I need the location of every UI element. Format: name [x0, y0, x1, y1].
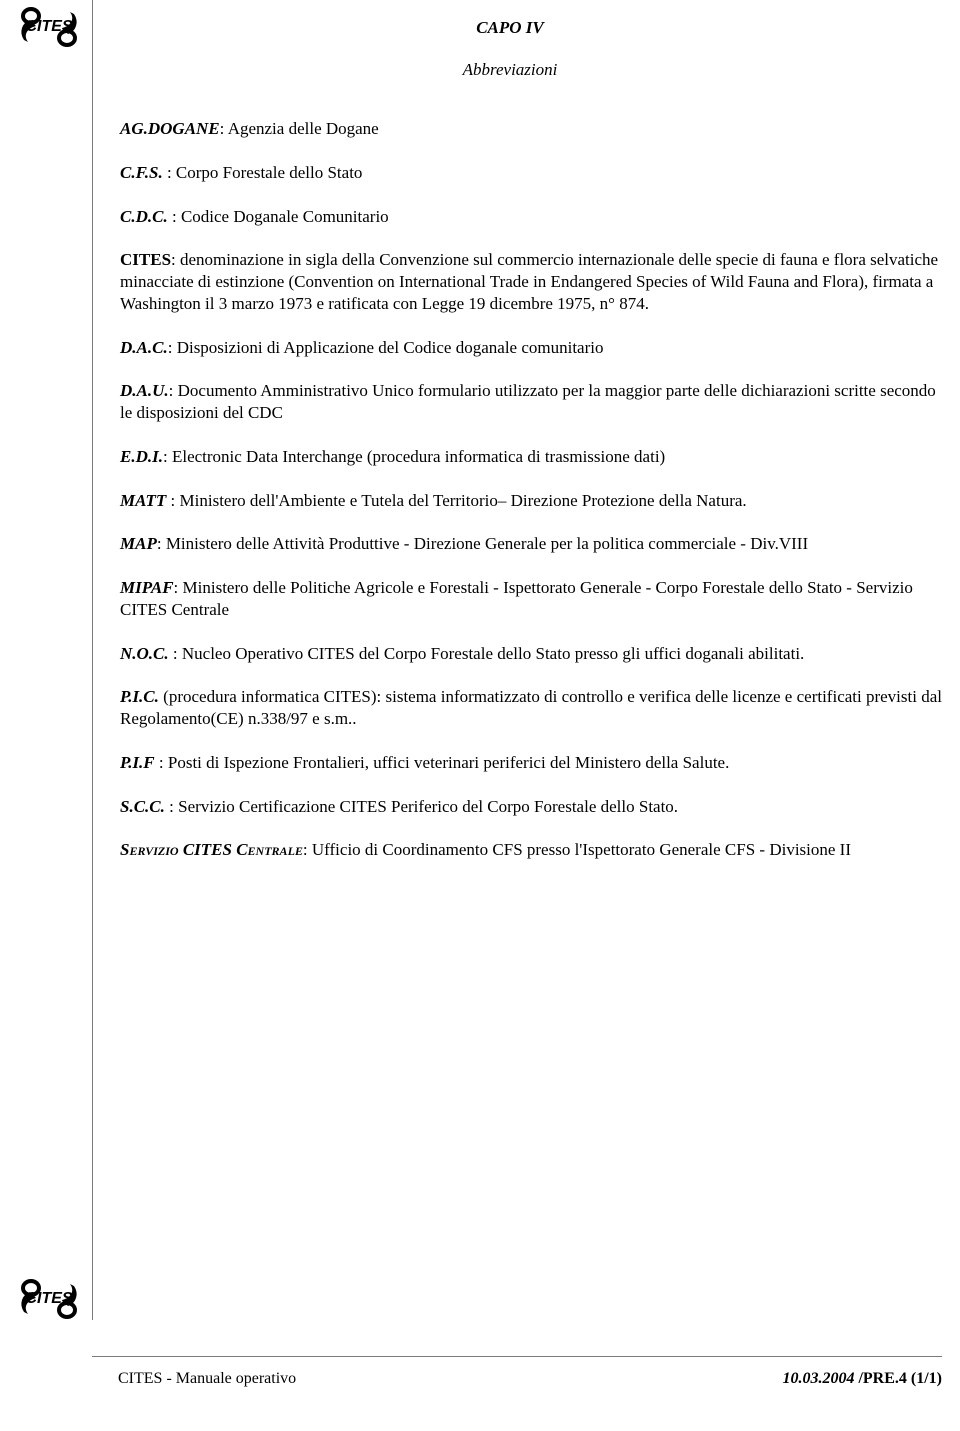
abbrev-term: MIPAF: [120, 578, 174, 597]
abbrev-entry: S.C.C. : Servizio Certificazione CITES P…: [120, 796, 952, 818]
chapter-heading: CAPO IV: [68, 18, 952, 38]
abbrev-entry: MATT : Ministero dell'Ambiente e Tutela …: [120, 490, 952, 512]
abbrev-entry: E.D.I.: Electronic Data Interchange (pro…: [120, 446, 952, 468]
abbrev-desc: : Codice Doganale Comunitario: [168, 207, 389, 226]
abbrev-desc: : Ministero delle Politiche Agricole e F…: [120, 578, 913, 619]
page: CITES CAPO IV Abbreviazioni AG.DOGANE: A…: [0, 0, 960, 1431]
abbrev-term: MAP: [120, 534, 157, 553]
abbrev-term: S.C.C.: [120, 797, 165, 816]
footer-rule: [92, 1356, 942, 1357]
abbrev-entry: N.O.C. : Nucleo Operativo CITES del Corp…: [120, 643, 952, 665]
abbrev-term: C.D.C.: [120, 207, 168, 226]
abbrev-entry: C.F.S. : Corpo Forestale dello Stato: [120, 162, 952, 184]
abbrev-term: P.I.F: [120, 753, 155, 772]
abbrev-term: D.A.C.: [120, 338, 168, 357]
abbrev-term: AG.DOGANE: [120, 119, 220, 138]
abbrev-desc: : Disposizioni di Applicazione del Codic…: [168, 338, 604, 357]
vertical-rule: [92, 0, 93, 1320]
footer-right: 10.03.2004 /PRE.4 (1/1): [782, 1370, 942, 1388]
svg-text:CITES: CITES: [25, 1290, 72, 1307]
abbrev-entry: MIPAF: Ministero delle Politiche Agricol…: [120, 577, 952, 621]
abbrev-desc: : Ministero dell'Ambiente e Tutela del T…: [166, 491, 746, 510]
abbrev-desc: : Documento Amministrativo Unico formula…: [120, 381, 936, 422]
abbrev-desc: : Agenzia delle Dogane: [220, 119, 379, 138]
abbrev-term: C.F.S.: [120, 163, 163, 182]
footer-date: 10.03.2004: [782, 1370, 858, 1387]
abbrev-entry: Servizio CITES Centrale: Ufficio di Coor…: [120, 839, 952, 861]
svg-text:CITES: CITES: [25, 18, 72, 35]
abbrev-term: E.D.I.: [120, 447, 163, 466]
abbrev-desc: : Corpo Forestale dello Stato: [163, 163, 363, 182]
abbrev-term: P.I.C.: [120, 687, 159, 706]
abbrev-term: CITES: [120, 250, 171, 269]
abbrev-term: MATT: [120, 491, 166, 510]
abbrev-desc: : Nucleo Operativo CITES del Corpo Fores…: [169, 644, 805, 663]
abbrev-entry: MAP: Ministero delle Attività Produttive…: [120, 533, 952, 555]
abbrev-desc: : Posti di Ispezione Frontalieri, uffici…: [155, 753, 730, 772]
abbrev-entry: P.I.F : Posti di Ispezione Frontalieri, …: [120, 752, 952, 774]
abbrev-desc: : Ufficio di Coordinamento CFS presso l'…: [303, 840, 851, 859]
footer: CITES - Manuale operativo 10.03.2004 /PR…: [118, 1370, 942, 1388]
cites-logo-top: CITES: [18, 6, 80, 53]
abbrev-desc: (procedura informatica CITES): sistema i…: [120, 687, 942, 728]
footer-code: /PRE.4 (1/1): [858, 1370, 942, 1387]
cites-logo-bottom: CITES: [18, 1278, 80, 1325]
abbrev-term: N.O.C.: [120, 644, 169, 663]
abbrev-entry: C.D.C. : Codice Doganale Comunitario: [120, 206, 952, 228]
abbrev-term: D.A.U.: [120, 381, 169, 400]
abbrev-desc: : Servizio Certificazione CITES Periferi…: [165, 797, 678, 816]
abbrev-entry: D.A.C.: Disposizioni di Applicazione del…: [120, 337, 952, 359]
subtitle: Abbreviazioni: [68, 60, 952, 80]
abbrev-entry: P.I.C. (procedura informatica CITES): si…: [120, 686, 952, 730]
abbrev-entry: CITES: denominazione in sigla della Conv…: [120, 249, 952, 314]
abbreviations-list: AG.DOGANE: Agenzia delle Dogane C.F.S. : …: [120, 118, 952, 883]
abbrev-desc: : Ministero delle Attività Produttive - …: [157, 534, 808, 553]
abbrev-entry: AG.DOGANE: Agenzia delle Dogane: [120, 118, 952, 140]
abbrev-desc: : Electronic Data Interchange (procedura…: [163, 447, 665, 466]
footer-left: CITES - Manuale operativo: [118, 1370, 296, 1388]
abbrev-entry: D.A.U.: Documento Amministrativo Unico f…: [120, 380, 952, 424]
abbrev-term: Servizio CITES Centrale: [120, 840, 303, 859]
abbrev-desc: : denominazione in sigla della Convenzio…: [120, 250, 938, 313]
